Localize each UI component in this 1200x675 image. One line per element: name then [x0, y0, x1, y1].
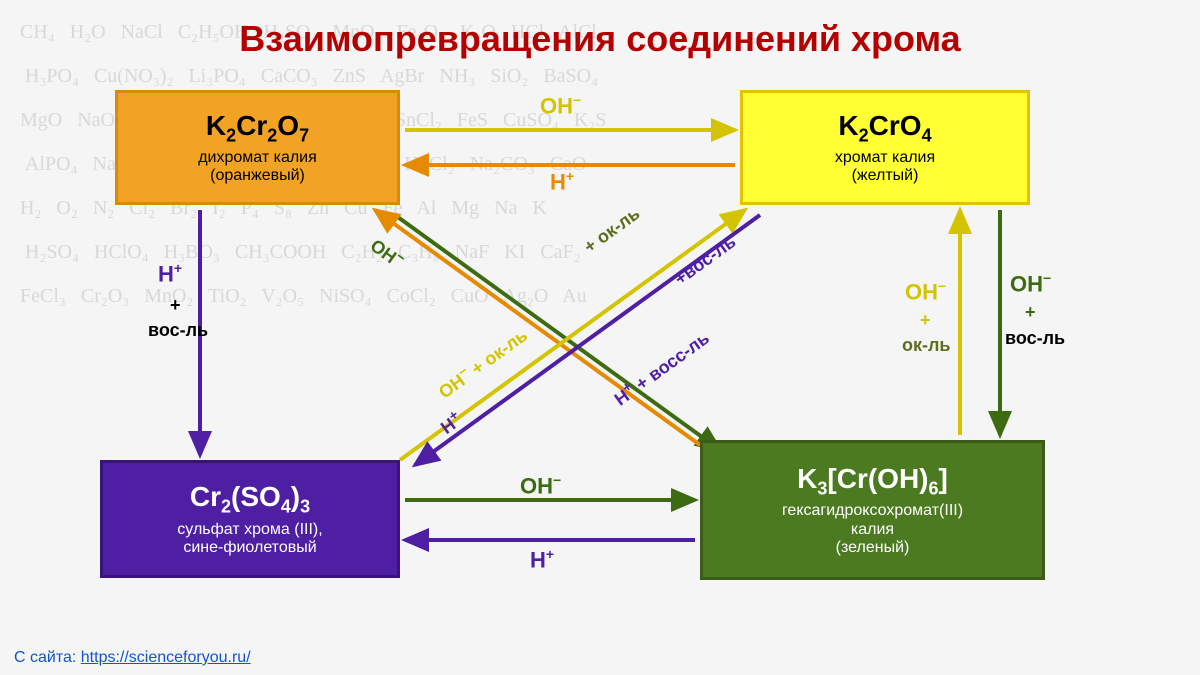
node-color: (желтый) — [852, 167, 919, 185]
node-formula: K2Cr2O7 — [206, 110, 309, 147]
diagram-title: Взаимопревращения соединений хрома — [0, 18, 1200, 60]
node-formula: Cr2(SO4)3 — [190, 481, 310, 518]
label-right-oh1: OH− — [905, 278, 946, 305]
label-left-plus: + — [170, 295, 181, 316]
label-bottom-h: H+ — [530, 546, 554, 573]
node-formula: K3[Cr(OH)6] — [797, 463, 948, 500]
label-right-plus2: + — [1025, 302, 1036, 323]
label-right-vos: вос-ль — [1005, 328, 1065, 349]
node-tr: K2CrO4хромат калия(желтый) — [740, 90, 1030, 205]
node-formula: K2CrO4 — [838, 110, 931, 147]
node-name: сульфат хрома (III), — [177, 520, 322, 539]
node-name: хромат калия — [835, 148, 935, 167]
source-link[interactable]: С сайта: https://scienceforyou.ru/ — [14, 649, 251, 667]
label-top-oh: OH− — [540, 92, 581, 119]
node-br: K3[Cr(OH)6]гексагидроксохромат(III)калия… — [700, 440, 1045, 580]
node-tl: K2Cr2O7дихромат калия(оранжевый) — [115, 90, 400, 205]
label-left-vos: вос-ль — [148, 320, 208, 341]
node-name: гексагидроксохромат(III)калия — [782, 501, 963, 539]
label-right-ok: ок-ль — [902, 335, 951, 356]
arrow-br-to-tl — [375, 210, 700, 445]
node-name: дихромат калия — [198, 148, 317, 167]
label-right-oh2: OH− — [1010, 270, 1051, 297]
node-color: сине-фиолетовый — [183, 539, 316, 557]
label-top-h: H+ — [550, 168, 574, 195]
node-color: (оранжевый) — [210, 167, 305, 185]
node-bl: Cr2(SO4)3 сульфат хрома (III),сине-фиолет… — [100, 460, 400, 578]
label-bottom-oh: OH− — [520, 472, 561, 499]
label-right-plus1: + — [920, 310, 931, 331]
label-left-h: H+ — [158, 260, 182, 287]
node-color: (зеленый) — [836, 539, 910, 557]
